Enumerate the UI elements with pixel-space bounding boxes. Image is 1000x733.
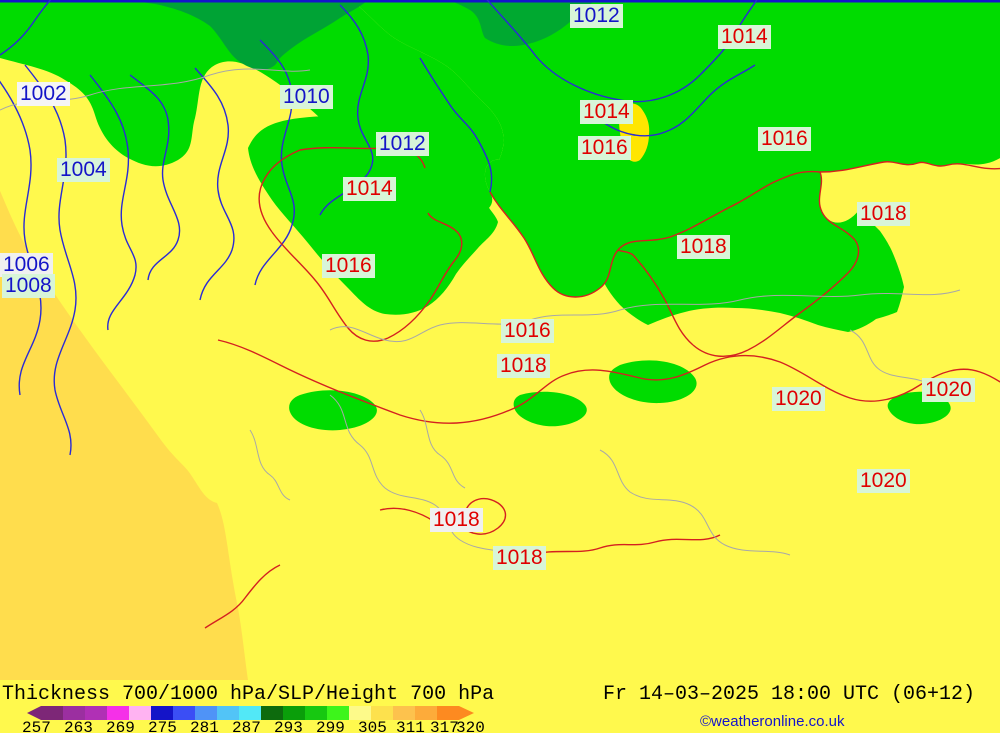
svg-text:Thickness 700/1000 hPa/SLP/Hei: Thickness 700/1000 hPa/SLP/Height 700 hP…	[2, 683, 494, 706]
svg-text:305: 305	[358, 719, 387, 733]
svg-text:©weatheronline.co.uk: ©weatheronline.co.uk	[700, 713, 845, 730]
svg-text:Fr 14–03–2025 18:00 UTC (06+12: Fr 14–03–2025 18:00 UTC (06+12)	[603, 683, 975, 706]
svg-text:311: 311	[396, 719, 425, 733]
svg-text:269: 269	[106, 719, 135, 733]
svg-text:275: 275	[148, 719, 177, 733]
svg-text:287: 287	[232, 719, 261, 733]
svg-text:263: 263	[64, 719, 93, 733]
svg-text:299: 299	[316, 719, 345, 733]
svg-text:257: 257	[22, 719, 51, 733]
svg-text:281: 281	[190, 719, 219, 733]
svg-text:320: 320	[456, 719, 485, 733]
svg-text:293: 293	[274, 719, 303, 733]
svg-text:317: 317	[430, 719, 459, 733]
